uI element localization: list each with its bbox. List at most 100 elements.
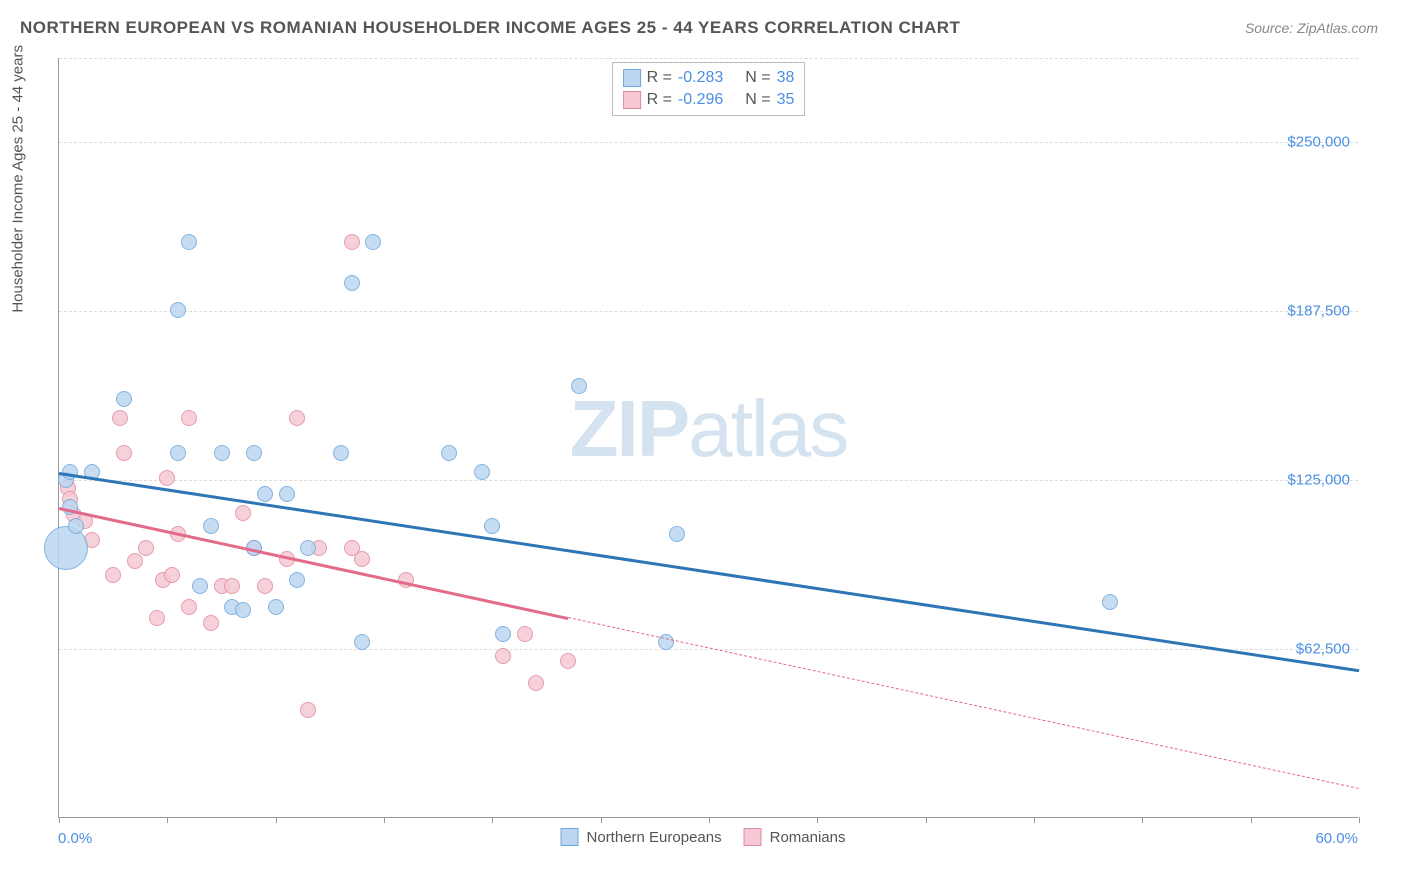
swatch-northern xyxy=(623,69,641,87)
scatter-point-northern xyxy=(289,572,305,588)
scatter-point-northern xyxy=(484,518,500,534)
n-label: N = xyxy=(745,69,770,87)
legend-label-romanians: Romanians xyxy=(770,829,846,846)
scatter-point-northern xyxy=(1102,594,1118,610)
scatter-point-northern xyxy=(214,445,230,461)
gridline xyxy=(59,311,1358,312)
scatter-point-northern xyxy=(246,445,262,461)
scatter-point-northern xyxy=(571,378,587,394)
scatter-point-northern xyxy=(170,445,186,461)
scatter-point-romanians xyxy=(159,470,175,486)
gridline xyxy=(59,649,1358,650)
bottom-legend: Northern Europeans Romanians xyxy=(561,828,846,846)
regression-line-northern xyxy=(59,472,1359,672)
scatter-point-northern xyxy=(279,486,295,502)
y-tick-label: $62,500 xyxy=(1296,641,1350,658)
legend-swatch-northern xyxy=(561,828,579,846)
scatter-point-romanians xyxy=(235,505,251,521)
scatter-point-northern xyxy=(365,234,381,250)
chart-title: NORTHERN EUROPEAN VS ROMANIAN HOUSEHOLDE… xyxy=(20,18,960,38)
scatter-point-northern xyxy=(181,234,197,250)
r-label: R = xyxy=(647,91,672,109)
scatter-point-romanians xyxy=(300,702,316,718)
scatter-point-northern xyxy=(441,445,457,461)
n-value-northern: 38 xyxy=(777,69,795,87)
n-value-romanians: 35 xyxy=(777,91,795,109)
x-tick xyxy=(1142,817,1143,823)
stats-legend-box: R = -0.283 N = 38 R = -0.296 N = 35 xyxy=(612,62,806,116)
scatter-point-northern xyxy=(495,626,511,642)
watermark-atlas: atlas xyxy=(688,383,847,472)
gridline xyxy=(59,480,1358,481)
scatter-point-romanians xyxy=(127,553,143,569)
x-axis-min-label: 0.0% xyxy=(58,830,92,847)
scatter-point-northern xyxy=(116,391,132,407)
scatter-point-northern xyxy=(300,540,316,556)
x-tick xyxy=(926,817,927,823)
stats-row-northern: R = -0.283 N = 38 xyxy=(623,67,795,89)
source-attribution: Source: ZipAtlas.com xyxy=(1245,20,1378,36)
swatch-romanians xyxy=(623,91,641,109)
y-tick-label: $250,000 xyxy=(1287,134,1350,151)
scatter-point-northern xyxy=(192,578,208,594)
legend-swatch-romanians xyxy=(744,828,762,846)
scatter-point-romanians xyxy=(138,540,154,556)
scatter-point-romanians xyxy=(149,610,165,626)
y-axis-title: Householder Income Ages 25 - 44 years xyxy=(10,45,27,313)
scatter-point-northern xyxy=(68,518,84,534)
scatter-point-romanians xyxy=(517,626,533,642)
scatter-point-romanians xyxy=(203,615,219,631)
x-tick xyxy=(492,817,493,823)
x-tick xyxy=(1359,817,1360,823)
scatter-point-romanians xyxy=(354,551,370,567)
r-value-northern: -0.283 xyxy=(678,69,723,87)
scatter-point-romanians xyxy=(181,410,197,426)
scatter-point-romanians xyxy=(181,599,197,615)
scatter-point-romanians xyxy=(224,578,240,594)
scatter-point-romanians xyxy=(164,567,180,583)
x-tick xyxy=(384,817,385,823)
x-tick xyxy=(601,817,602,823)
plot-area: ZIPatlas R = -0.283 N = 38 R = -0.296 N … xyxy=(58,58,1358,818)
y-tick-label: $125,000 xyxy=(1287,472,1350,489)
x-tick xyxy=(1251,817,1252,823)
gridline xyxy=(59,58,1358,59)
scatter-point-northern xyxy=(474,464,490,480)
r-label: R = xyxy=(647,69,672,87)
x-tick xyxy=(276,817,277,823)
scatter-point-romanians xyxy=(116,445,132,461)
legend-item-northern: Northern Europeans xyxy=(561,828,722,846)
r-value-romanians: -0.296 xyxy=(678,91,723,109)
x-axis-max-label: 60.0% xyxy=(1315,830,1358,847)
legend-label-northern: Northern Europeans xyxy=(587,829,722,846)
scatter-point-romanians xyxy=(289,410,305,426)
x-tick xyxy=(59,817,60,823)
scatter-point-northern xyxy=(354,634,370,650)
scatter-point-northern xyxy=(235,602,251,618)
scatter-point-romanians xyxy=(112,410,128,426)
watermark-zip: ZIP xyxy=(570,383,688,472)
stats-row-romanians: R = -0.296 N = 35 xyxy=(623,89,795,111)
scatter-point-northern xyxy=(344,275,360,291)
scatter-point-northern xyxy=(268,599,284,615)
scatter-point-romanians xyxy=(344,234,360,250)
scatter-point-romanians xyxy=(528,675,544,691)
scatter-point-romanians xyxy=(257,578,273,594)
n-label: N = xyxy=(745,91,770,109)
scatter-point-romanians xyxy=(560,653,576,669)
gridline xyxy=(59,142,1358,143)
x-tick xyxy=(1034,817,1035,823)
scatter-point-northern xyxy=(333,445,349,461)
x-tick xyxy=(167,817,168,823)
regression-line-dashed-romanians xyxy=(568,617,1359,789)
scatter-point-northern xyxy=(669,526,685,542)
scatter-point-northern xyxy=(170,302,186,318)
legend-item-romanians: Romanians xyxy=(744,828,846,846)
watermark: ZIPatlas xyxy=(570,382,847,474)
scatter-point-romanians xyxy=(495,648,511,664)
scatter-point-northern xyxy=(257,486,273,502)
y-tick-label: $187,500 xyxy=(1287,303,1350,320)
scatter-point-romanians xyxy=(105,567,121,583)
x-tick xyxy=(817,817,818,823)
x-tick xyxy=(709,817,710,823)
